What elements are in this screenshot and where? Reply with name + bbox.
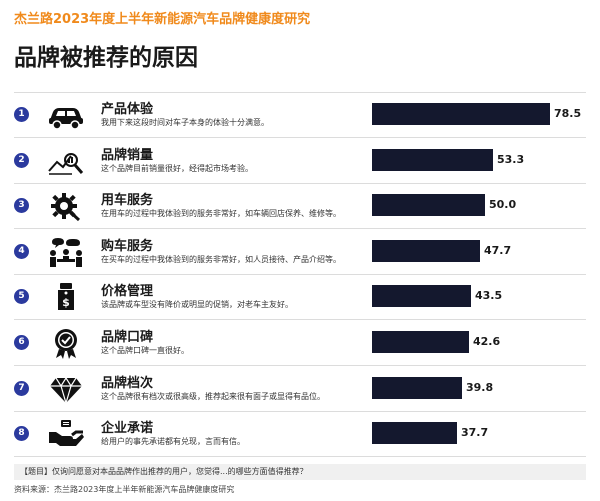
data-label: 53.3 <box>497 153 525 166</box>
category-label: 价格管理 <box>101 284 154 299</box>
data-label: 50.0 <box>489 198 517 211</box>
chart-row: 7 品牌档次 这个品牌很有档次或很高级，推荐起来很有面子或显得有品位。 39.8 <box>0 372 600 416</box>
sales-chart-icon <box>46 144 86 178</box>
category-description: 我用下来这段时间对车子本身的体验十分满意。 <box>101 118 269 127</box>
question-note: 【题目】仅询问愿意对本品品牌作出推荐的用户，您觉得...的哪些方面值得推荐？ <box>14 464 586 480</box>
category-label: 用车服务 <box>101 193 154 208</box>
data-label: 39.8 <box>466 381 494 394</box>
chart-row: 2 品牌销量 这个品牌目前销量很好，经得起市场考验。 53.3 <box>0 144 600 188</box>
car-icon <box>46 98 86 132</box>
row-divider <box>14 411 586 412</box>
data-label: 43.5 <box>475 289 503 302</box>
rank-badge: 6 <box>14 335 29 350</box>
data-label: 42.6 <box>473 335 501 348</box>
handshake-icon <box>46 417 86 451</box>
bar <box>372 240 480 262</box>
category-description: 该品牌或车型没有降价或明显的促销，对老车主友好。 <box>101 300 293 309</box>
row-divider <box>14 365 586 366</box>
badge-check-icon <box>46 326 86 360</box>
category-label: 品牌销量 <box>101 148 154 163</box>
rank-badge: 3 <box>14 198 29 213</box>
data-label: 47.7 <box>484 244 512 257</box>
chart-row: 1 产品体验 我用下来这段时间对车子本身的体验十分满意。 78.5 <box>0 98 600 142</box>
bar <box>372 103 550 125</box>
price-tag-icon: $ <box>46 280 86 314</box>
category-description: 这个品牌口碑一直很好。 <box>101 346 189 355</box>
chart-row: 4 购车服务 在买车的过程中我体验到的服务非常好，如人员接待、产品介绍等。 47.7 <box>0 235 600 279</box>
category-description: 在买车的过程中我体验到的服务非常好，如人员接待、产品介绍等。 <box>101 255 341 264</box>
gear-wrench-icon <box>46 189 86 223</box>
category-label: 企业承诺 <box>101 421 154 436</box>
row-divider <box>14 274 586 275</box>
row-divider <box>14 456 586 457</box>
category-label: 品牌档次 <box>101 376 154 391</box>
category-label: 购车服务 <box>101 239 154 254</box>
header-divider <box>14 92 586 93</box>
chart-row: 6 品牌口碑 这个品牌口碑一直很好。 42.6 <box>0 326 600 370</box>
category-description: 这个品牌目前销量很好，经得起市场考验。 <box>101 164 253 173</box>
bar <box>372 194 485 216</box>
rank-badge: 5 <box>14 289 29 304</box>
rank-badge: 8 <box>14 426 29 441</box>
data-label: 78.5 <box>554 107 582 120</box>
chart-title: 品牌被推荐的原因 <box>14 45 198 71</box>
chart-row: 8 企业承诺 给用户的事先承诺都有兑现，言而有信。 37.7 <box>0 417 600 461</box>
meeting-people-icon <box>46 235 86 269</box>
chart-row: 5 $ 价格管理 该品牌或车型没有降价或明显的促销，对老车主友好。 43.5 <box>0 280 600 324</box>
row-divider <box>14 137 586 138</box>
bar <box>372 331 469 353</box>
data-label: 37.7 <box>461 426 489 439</box>
report-subtitle: 杰兰路2023年度上半年新能源汽车品牌健康度研究 <box>14 12 311 27</box>
bar <box>372 422 457 444</box>
chart-row: 3 用车服务 在用车的过程中我体验到的服务非常好，如车辆回店保养、维修等。 50.0 <box>0 189 600 233</box>
category-label: 产品体验 <box>101 102 154 117</box>
svg-text:$: $ <box>62 296 70 309</box>
bar <box>372 149 493 171</box>
category-description: 在用车的过程中我体验到的服务非常好，如车辆回店保养、维修等。 <box>101 209 341 218</box>
bar <box>372 285 471 307</box>
rank-badge: 7 <box>14 381 29 396</box>
category-label: 品牌口碑 <box>101 330 154 345</box>
category-description: 这个品牌很有档次或很高级，推荐起来很有面子或显得有品位。 <box>101 392 325 401</box>
rank-badge: 1 <box>14 107 29 122</box>
source-note: 资料来源：杰兰路2023年度上半年新能源汽车品牌健康度研究 <box>14 485 235 494</box>
bar <box>372 377 462 399</box>
row-divider <box>14 183 586 184</box>
rank-badge: 4 <box>14 244 29 259</box>
row-divider <box>14 319 586 320</box>
row-divider <box>14 228 586 229</box>
diamond-icon <box>46 372 86 406</box>
category-description: 给用户的事先承诺都有兑现，言而有信。 <box>101 437 245 446</box>
rank-badge: 2 <box>14 153 29 168</box>
